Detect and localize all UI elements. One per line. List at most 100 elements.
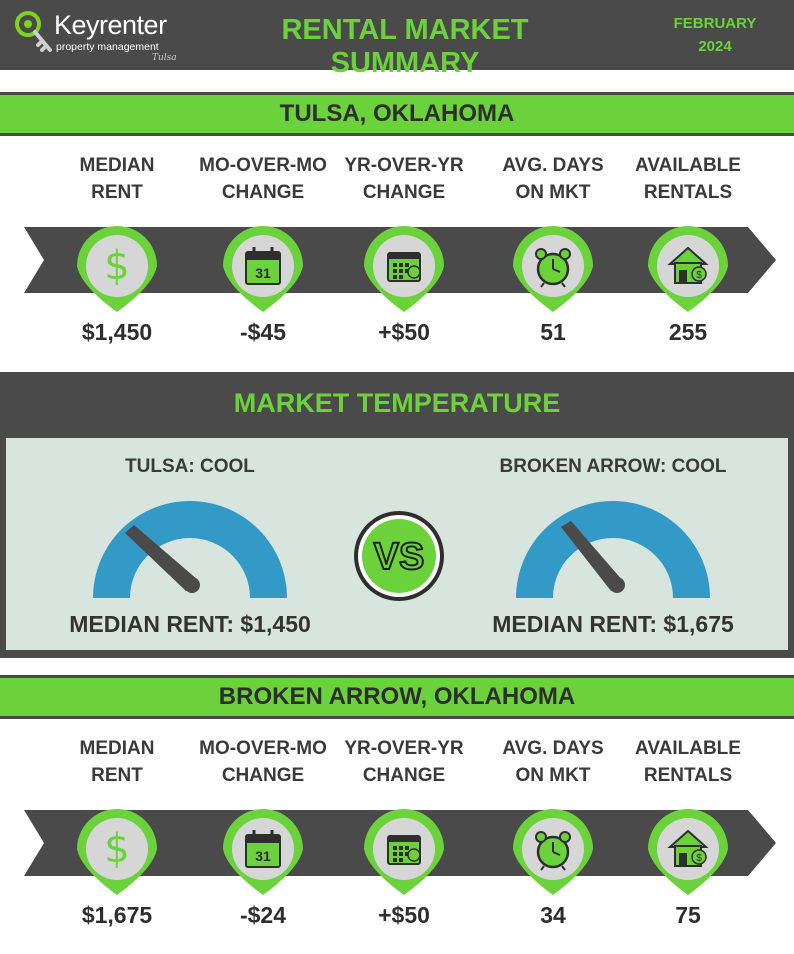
stat-value: $1,450 xyxy=(81,319,153,345)
stat-label: MO-OVER-MO CHANGE xyxy=(183,735,343,789)
report-year: 2024 xyxy=(698,38,732,55)
stat-label-line2: RENTALS xyxy=(643,765,733,786)
logo-city: Tulsa xyxy=(152,53,177,63)
stat-label-line1: MEDIAN xyxy=(79,738,155,759)
stat-label-line1: MEDIAN xyxy=(79,155,155,176)
stat-label-line1: AVAILABLE xyxy=(635,738,741,759)
stat-label-line2: CHANGE xyxy=(362,182,446,203)
stat-label-line2: RENTALS xyxy=(643,182,733,203)
stat-dollar: MEDIAN RENT $ $1,450 xyxy=(37,152,197,382)
stat-value: -$24 xyxy=(239,902,287,928)
calendar-31-icon: 31 xyxy=(245,830,281,868)
stat-value: +$50 xyxy=(378,902,430,928)
stat-value: 75 xyxy=(675,902,701,928)
report-date: FEBRUARY 2024 xyxy=(650,12,780,58)
stat-pin: 31 xyxy=(217,220,309,321)
page-title: RENTAL MARKET SUMMARY xyxy=(281,14,529,79)
stat-label: MEDIAN RENT xyxy=(37,735,197,789)
dollar-icon: $ xyxy=(104,243,129,289)
stat-value: $1,675 xyxy=(81,902,153,928)
tulsa-temperature-gauge xyxy=(93,501,287,598)
stat-calendar-31: MO-OVER-MO CHANGE 31 -$24 xyxy=(183,735,343,954)
stat-value: +$50 xyxy=(378,319,430,345)
broken-arrow-heading: BROKEN ARROW, OKLAHOMA xyxy=(0,675,794,719)
stat-label-line1: YR-OVER-YR xyxy=(344,738,464,759)
logo-brand: Keyrenter xyxy=(54,10,167,40)
vs-text: VS xyxy=(374,536,425,578)
stat-calendar-grid: YR-OVER-YR CHANGE +$50 xyxy=(324,152,484,382)
stat-label: MO-OVER-MO CHANGE xyxy=(183,152,343,206)
stat-label: AVG. DAYS ON MKT xyxy=(473,735,633,789)
house-icon: $ xyxy=(667,246,709,284)
stat-label: MEDIAN RENT xyxy=(37,152,197,206)
gauge-needle xyxy=(125,525,198,591)
stat-label: AVG. DAYS ON MKT xyxy=(473,152,633,206)
tulsa-median-rent: MEDIAN RENT: $1,450 xyxy=(69,611,311,637)
svg-text:31: 31 xyxy=(255,265,271,281)
logo-subtitle: property management xyxy=(56,41,159,53)
stat-alarm-clock: AVG. DAYS ON MKT 34 xyxy=(473,735,633,954)
market-temperature-heading: MARKET TEMPERATURE xyxy=(0,372,794,438)
stat-label-line1: MO-OVER-MO xyxy=(199,155,327,176)
vs-badge: VS xyxy=(354,511,444,601)
stat-pin: $ xyxy=(71,220,163,321)
stat-alarm-clock: AVG. DAYS ON MKT 51 xyxy=(473,152,633,382)
stat-label-line2: RENT xyxy=(91,182,143,203)
stat-pin xyxy=(507,803,599,904)
svg-text:$: $ xyxy=(104,243,129,289)
svg-text:$: $ xyxy=(696,270,702,281)
stat-label: YR-OVER-YR CHANGE xyxy=(324,152,484,206)
stat-dollar: MEDIAN RENT $ $1,675 xyxy=(37,735,197,954)
stat-label-line1: YR-OVER-YR xyxy=(344,155,464,176)
alarm-clock-icon xyxy=(535,831,571,871)
stat-pin: 31 xyxy=(217,803,309,904)
report-month: FEBRUARY xyxy=(673,15,757,32)
stat-label-line2: CHANGE xyxy=(221,765,305,786)
stat-label-line2: CHANGE xyxy=(362,765,446,786)
stat-pin xyxy=(507,220,599,321)
stat-pin xyxy=(358,803,450,904)
key-icon xyxy=(15,11,52,52)
keyrenter-logo: Keyrenter property management Tulsa xyxy=(14,8,184,64)
alarm-clock-icon xyxy=(535,248,571,288)
header-bar: Keyrenter property management Tulsa RENT… xyxy=(0,0,794,79)
calendar-grid-icon xyxy=(387,835,421,865)
stat-label-line2: ON MKT xyxy=(515,182,591,203)
broken-arrow-temperature-label: BROKEN ARROW: COOL xyxy=(499,456,727,477)
stat-label: AVAILABLE RENTALS xyxy=(608,735,768,789)
tulsa-temperature-label: TULSA: COOL xyxy=(125,456,255,477)
stat-calendar-grid: YR-OVER-YR CHANGE +$50 xyxy=(324,735,484,954)
stat-calendar-31: MO-OVER-MO CHANGE 31 -$45 xyxy=(183,152,343,382)
stat-value: 51 xyxy=(540,319,566,345)
house-icon: $ xyxy=(667,829,709,867)
tulsa-stats: MEDIAN RENT $ $1,450 MO-OVER-MO CHANGE 31 -$45 Y… xyxy=(0,152,794,382)
stat-label-line1: AVG. DAYS xyxy=(502,738,604,759)
calendar-grid-icon xyxy=(387,252,421,282)
broken-arrow-temperature-gauge xyxy=(516,501,710,598)
stat-house: AVAILABLE RENTALS $255 xyxy=(608,152,768,382)
stat-pin xyxy=(358,220,450,321)
stat-label-line2: CHANGE xyxy=(221,182,305,203)
calendar-31-icon: 31 xyxy=(245,247,281,285)
stat-value: -$45 xyxy=(239,319,287,345)
dollar-icon: $ xyxy=(104,826,129,872)
svg-text:$: $ xyxy=(696,853,702,864)
stat-label-line2: ON MKT xyxy=(515,765,591,786)
gauge-needle xyxy=(561,521,623,591)
stat-pin: $ xyxy=(642,220,734,321)
stat-pin: $ xyxy=(642,803,734,904)
broken-arrow-stats: MEDIAN RENT $ $1,675 MO-OVER-MO CHANGE 31 -$24 Y… xyxy=(0,735,794,954)
broken-arrow-median-rent: MEDIAN RENT: $1,675 xyxy=(492,611,734,637)
stat-label-line1: MO-OVER-MO xyxy=(199,738,327,759)
stat-label-line2: RENT xyxy=(91,765,143,786)
stat-label-line1: AVAILABLE xyxy=(635,155,741,176)
tulsa-heading: TULSA, OKLAHOMA xyxy=(0,92,794,136)
stat-label: YR-OVER-YR CHANGE xyxy=(324,735,484,789)
stat-label-line1: AVG. DAYS xyxy=(502,155,604,176)
stat-house: AVAILABLE RENTALS $75 xyxy=(608,735,768,954)
svg-text:31: 31 xyxy=(255,848,271,864)
stat-value: 34 xyxy=(540,902,566,928)
stat-value: 255 xyxy=(668,319,708,345)
svg-text:$: $ xyxy=(104,826,129,872)
stat-label: AVAILABLE RENTALS xyxy=(608,152,768,206)
